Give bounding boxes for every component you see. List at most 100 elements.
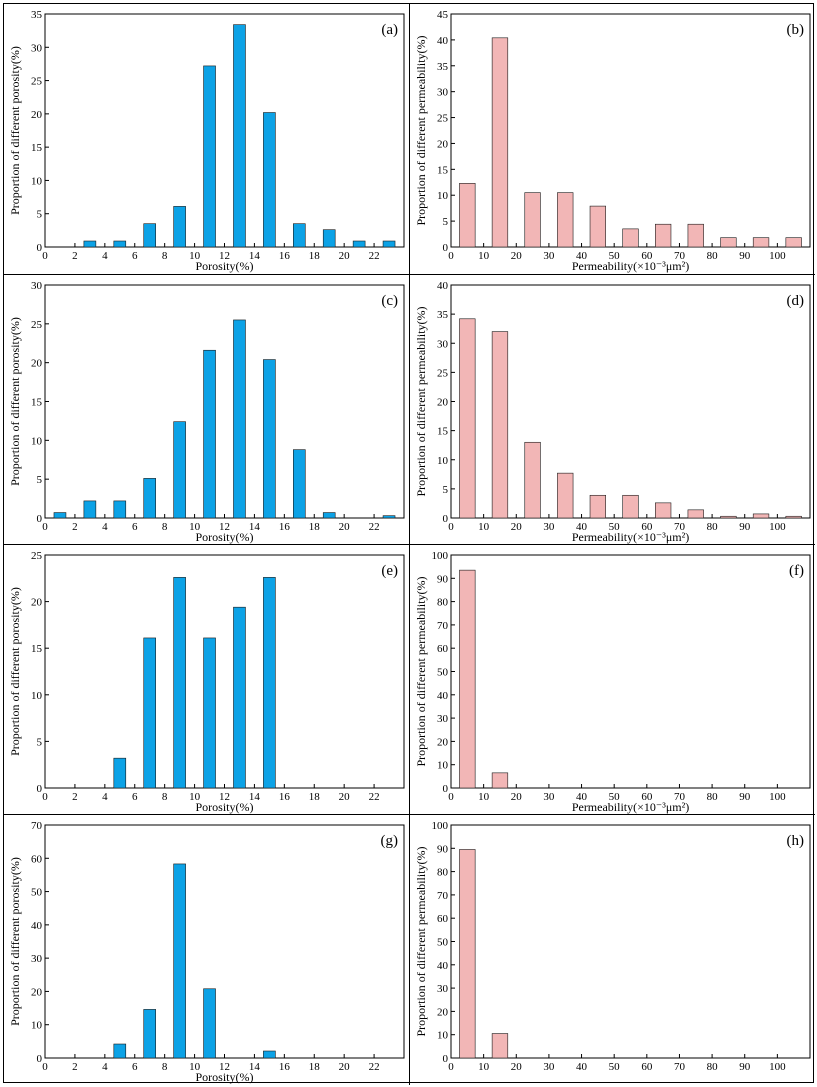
panel-g: 0 10 20 30 40 50 60 70 0 2 4 6 8 10 12 14 16 18 20 22 Porosi… [4, 814, 409, 1085]
bar-b-8 [720, 237, 737, 248]
ytick-label-f-4: 40 [437, 690, 449, 702]
plot-frame-g [44, 824, 405, 1059]
xtick-label-d-2: 20 [511, 521, 522, 533]
bar-e-0 [113, 757, 127, 789]
xtick-label-a-8: 16 [279, 250, 291, 262]
figure-grid: 0 5 10 15 20 25 30 35 0 2 4 6 8 10 12 14 16 18 20 22 Porosit… [3, 3, 815, 1085]
xtick-label-h-7: 70 [674, 1061, 686, 1073]
ytick-label-d-1: 5 [443, 484, 449, 496]
bar-f-1 [491, 772, 509, 789]
bar-d-8 [720, 515, 737, 519]
xtick-label-a-7: 14 [249, 250, 261, 262]
xtick-label-a-11: 22 [369, 250, 380, 262]
plot-frame-f [450, 554, 811, 789]
ytick-label-g-7: 70 [31, 820, 43, 832]
ytick-label-f-3: 30 [437, 713, 449, 725]
xtick-label-e-1: 2 [72, 791, 78, 803]
chart-b: 0 5 10 15 20 25 30 35 40 45 0 10 20 30 40 50 60 70 80 90 100… [414, 9, 811, 273]
xtick-label-f-0: 0 [448, 791, 454, 803]
ytick-label-g-6: 60 [31, 853, 43, 865]
ytick-label-g-5: 50 [31, 887, 43, 899]
xtick-label-e-10: 20 [339, 791, 351, 803]
bar-a-10 [382, 240, 396, 248]
y-axis-label-a: Proportion of different porosity(%) [8, 46, 22, 215]
ytick-label-c-4: 20 [31, 358, 43, 370]
ytick-label-a-0: 0 [37, 242, 43, 254]
bar-d-3 [557, 472, 574, 519]
bar-c-5 [203, 349, 216, 519]
ytick-label-b-6: 30 [437, 87, 449, 99]
bar-e-2 [173, 577, 186, 789]
xtick-label-h-0: 0 [448, 1061, 454, 1073]
bar-c-3 [143, 478, 156, 519]
bar-d-9 [752, 513, 770, 519]
xtick-label-g-6: 12 [219, 1061, 230, 1073]
ytick-label-e-0: 0 [37, 783, 43, 795]
xtick-label-c-4: 8 [162, 521, 168, 533]
xtick-label-d-6: 60 [641, 521, 653, 533]
ytick-label-d-5: 25 [437, 367, 449, 379]
ytick-label-h-3: 30 [437, 983, 449, 995]
xtick-label-d-9: 90 [739, 521, 751, 533]
ytick-label-d-7: 35 [437, 309, 449, 321]
ytick-label-g-2: 20 [31, 986, 43, 998]
xtick-label-h-8: 80 [707, 1061, 719, 1073]
xtick-label-f-9: 90 [739, 791, 751, 803]
ytick-label-b-4: 20 [437, 138, 449, 150]
chart-e: 0 5 10 15 20 25 0 2 4 6 8 10 12 14 16 18 20 22 Porosity(%)… [8, 550, 405, 814]
ytick-label-e-3: 15 [31, 643, 43, 655]
panel-e: 0 5 10 15 20 25 0 2 4 6 8 10 12 14 16 18 20 22 Porosity(%)… [4, 544, 409, 815]
ytick-label-h-8: 80 [437, 867, 449, 879]
xtick-label-h-4: 40 [576, 1061, 588, 1073]
xtick-label-e-9: 18 [309, 791, 321, 803]
panel-label-a: (a) [381, 22, 398, 38]
bar-c-7 [263, 359, 276, 519]
ytick-label-h-7: 70 [437, 890, 449, 902]
xtick-label-f-8: 80 [707, 791, 719, 803]
xtick-label-g-2: 4 [102, 1061, 108, 1073]
chart-h: 0 10 20 30 40 50 60 70 80 90 100 0 10 20 30 40 50 60 70 80 9… [414, 820, 811, 1073]
xtick-label-c-2: 4 [102, 521, 108, 533]
chart-d: 0 5 10 15 20 25 30 35 40 0 10 20 30 40 50 60 70 80 90 100 Pe… [414, 280, 811, 544]
chart-g: 0 10 20 30 40 50 60 70 0 2 4 6 8 10 12 14 16 18 20 22 Porosi… [8, 820, 405, 1084]
bar-b-5 [622, 228, 639, 248]
xtick-label-e-2: 4 [102, 791, 108, 803]
ytick-label-a-6: 30 [31, 42, 43, 54]
ytick-label-d-8: 40 [437, 280, 449, 292]
bar-b-9 [752, 237, 770, 248]
bar-e-3 [203, 637, 216, 789]
ytick-label-d-0: 0 [443, 513, 449, 525]
ytick-label-b-5: 25 [437, 113, 449, 125]
ytick-label-b-2: 10 [437, 190, 449, 202]
ytick-label-a-5: 25 [31, 76, 43, 88]
bar-b-3 [557, 192, 574, 248]
xtick-label-f-7: 70 [674, 791, 686, 803]
bar-a-5 [233, 24, 246, 248]
bar-g-2 [173, 863, 186, 1059]
panel-label-f: (f) [789, 563, 804, 579]
xtick-label-g-9: 18 [309, 1061, 321, 1073]
plot-frame-c [44, 284, 405, 519]
panel-f: 0 10 20 30 40 50 60 70 80 90 100 0 10 20 30 40 50 60 70 80 9… [409, 544, 815, 815]
bar-b-4 [589, 205, 606, 248]
xtick-label-h-10: 100 [769, 1061, 786, 1073]
ytick-label-h-1: 10 [437, 1030, 449, 1042]
chart-f: 0 10 20 30 40 50 60 70 80 90 100 0 10 20 30 40 50 60 70 80 9… [414, 550, 811, 814]
y-axis-label-c: Proportion of different porosity(%) [8, 317, 22, 486]
ytick-label-f-5: 50 [437, 667, 449, 679]
xtick-label-a-6: 12 [219, 250, 230, 262]
bar-g-0 [113, 1043, 127, 1059]
xtick-label-b-9: 90 [739, 250, 751, 262]
y-axis-label-d: Proportion of different permeability(%) [414, 306, 428, 496]
ytick-label-h-6: 60 [437, 913, 449, 925]
xtick-label-e-4: 8 [162, 791, 168, 803]
bar-a-3 [173, 206, 186, 248]
x-axis-label-f: Permeability(×10⁻³μm²) [572, 800, 689, 814]
xtick-label-a-0: 0 [42, 250, 48, 262]
panel-d: 0 5 10 15 20 25 30 35 40 0 10 20 30 40 50 60 70 80 90 100 Pe… [409, 274, 815, 545]
x-axis-label-g: Porosity(%) [196, 1070, 254, 1084]
bar-d-5 [622, 494, 639, 519]
xtick-label-b-4: 40 [576, 250, 588, 262]
ytick-label-f-2: 20 [437, 736, 449, 748]
ytick-label-d-2: 10 [437, 455, 449, 467]
